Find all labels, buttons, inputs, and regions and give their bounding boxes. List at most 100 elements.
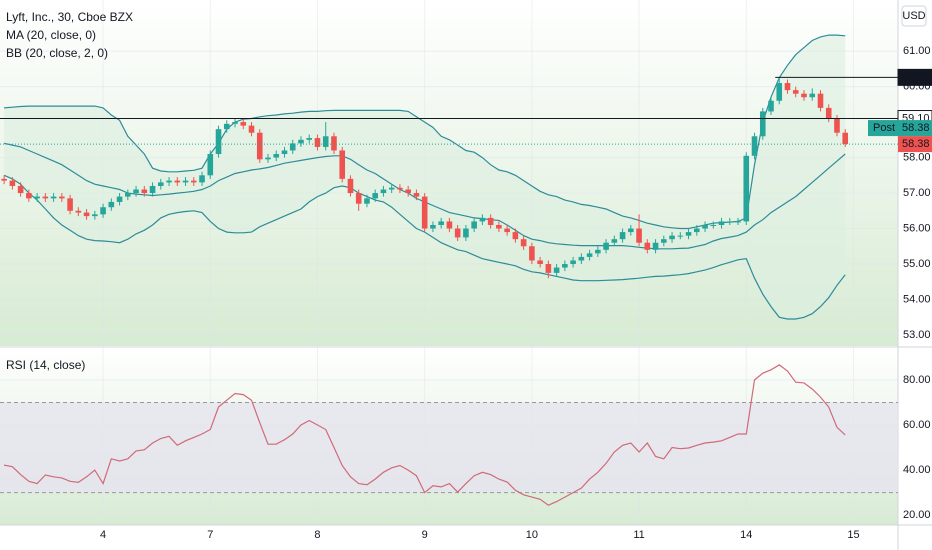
candle-body xyxy=(454,228,461,238)
candle-body xyxy=(537,260,543,265)
candle-body xyxy=(380,189,387,194)
price-label: 60.26 xyxy=(902,71,930,83)
candle-body xyxy=(652,242,659,250)
candle-body xyxy=(397,187,403,190)
candle-body xyxy=(108,201,115,208)
x-tick-label: 11 xyxy=(633,529,644,541)
rsi-band xyxy=(0,402,898,493)
candle-body xyxy=(487,217,494,225)
candle-body xyxy=(504,228,510,233)
candle-body xyxy=(298,139,304,144)
candle-body xyxy=(520,239,527,247)
candle-body xyxy=(306,138,313,140)
candle-body xyxy=(190,180,197,183)
rsi-line xyxy=(3,364,846,506)
y-tick-label: 57.00 xyxy=(903,187,931,199)
post-box xyxy=(868,120,932,137)
candle-body xyxy=(240,122,247,126)
candle-body xyxy=(611,239,618,243)
candle-body xyxy=(364,198,370,204)
candle-body xyxy=(619,232,626,240)
y-tick-label: 55.00 xyxy=(903,258,931,270)
x-tick-label: 9 xyxy=(422,529,428,541)
candle-body xyxy=(784,83,791,91)
candle-body xyxy=(743,155,750,222)
y-tick-label: 60.00 xyxy=(903,419,931,431)
candle-body xyxy=(149,185,156,194)
candle-body xyxy=(710,224,717,226)
candle-body xyxy=(248,125,255,133)
last-price-box xyxy=(898,136,932,153)
candle-body xyxy=(166,180,172,183)
candle-body xyxy=(125,193,131,197)
indicator-label: BB (20, close, 2, 0) xyxy=(6,46,108,60)
candle-body xyxy=(570,260,576,265)
candle-body xyxy=(693,228,700,233)
candle-body xyxy=(9,180,16,186)
candle-body xyxy=(512,232,519,240)
candle-body xyxy=(801,93,807,98)
candle-body xyxy=(26,193,32,199)
candle-body xyxy=(83,212,90,217)
candle-body xyxy=(182,180,189,183)
candle-body xyxy=(42,196,49,199)
candle-body xyxy=(355,193,362,204)
candle-body xyxy=(347,178,354,194)
candle-body xyxy=(17,185,24,194)
candle-body xyxy=(768,100,774,112)
candle-body xyxy=(809,93,816,98)
candle-body xyxy=(702,224,708,229)
candle-body xyxy=(825,107,832,119)
candle-body xyxy=(116,196,123,202)
candle-body xyxy=(471,221,477,229)
y-tick-label: 54.00 xyxy=(903,293,931,305)
candle-body xyxy=(141,189,148,194)
candle-body xyxy=(595,249,601,254)
x-tick-label: 4 xyxy=(100,529,106,541)
candle-body xyxy=(751,136,758,156)
candle-body xyxy=(405,189,411,194)
candle-body xyxy=(331,136,337,151)
candle-body xyxy=(562,264,568,268)
candle-body xyxy=(388,187,395,190)
candle-body xyxy=(289,143,296,151)
candle-body xyxy=(215,129,222,155)
candle-body xyxy=(776,83,783,101)
candle-body xyxy=(496,224,502,229)
candle-body xyxy=(463,228,469,238)
candle-body xyxy=(545,264,552,273)
overlay-line xyxy=(3,174,846,320)
candle-body xyxy=(677,235,684,237)
candle-body xyxy=(413,193,420,197)
rsi-title: RSI (14, close) xyxy=(6,358,85,372)
candle-body xyxy=(759,111,766,137)
candle-body xyxy=(92,214,98,217)
post-price: 58.38 xyxy=(902,122,930,134)
x-tick-label: 14 xyxy=(740,529,752,541)
candle-body xyxy=(314,138,321,147)
y-tick-label: 80.00 xyxy=(903,374,931,386)
candle-body xyxy=(157,182,164,186)
candle-body xyxy=(578,256,585,261)
candle-body xyxy=(34,196,40,199)
candle-body xyxy=(322,136,329,147)
candle-body xyxy=(603,242,609,250)
currency-box xyxy=(901,5,927,27)
currency: USD xyxy=(902,10,925,22)
x-tick-label: 15 xyxy=(847,529,859,541)
candle-body xyxy=(842,132,849,145)
candle-body xyxy=(174,180,181,183)
y-tick-label: 61.00 xyxy=(903,45,931,57)
y-tick-label: 53.00 xyxy=(903,329,931,341)
indicator-label: MA (20, close, 0) xyxy=(6,28,96,42)
candle-body xyxy=(726,221,733,223)
price-label-box xyxy=(897,68,932,86)
candle-body xyxy=(75,210,82,213)
candle-body xyxy=(644,242,651,250)
candle-body xyxy=(59,196,65,199)
candle-body xyxy=(207,154,214,176)
candle-body xyxy=(636,228,642,243)
y-tick-label: 40.00 xyxy=(903,464,931,476)
